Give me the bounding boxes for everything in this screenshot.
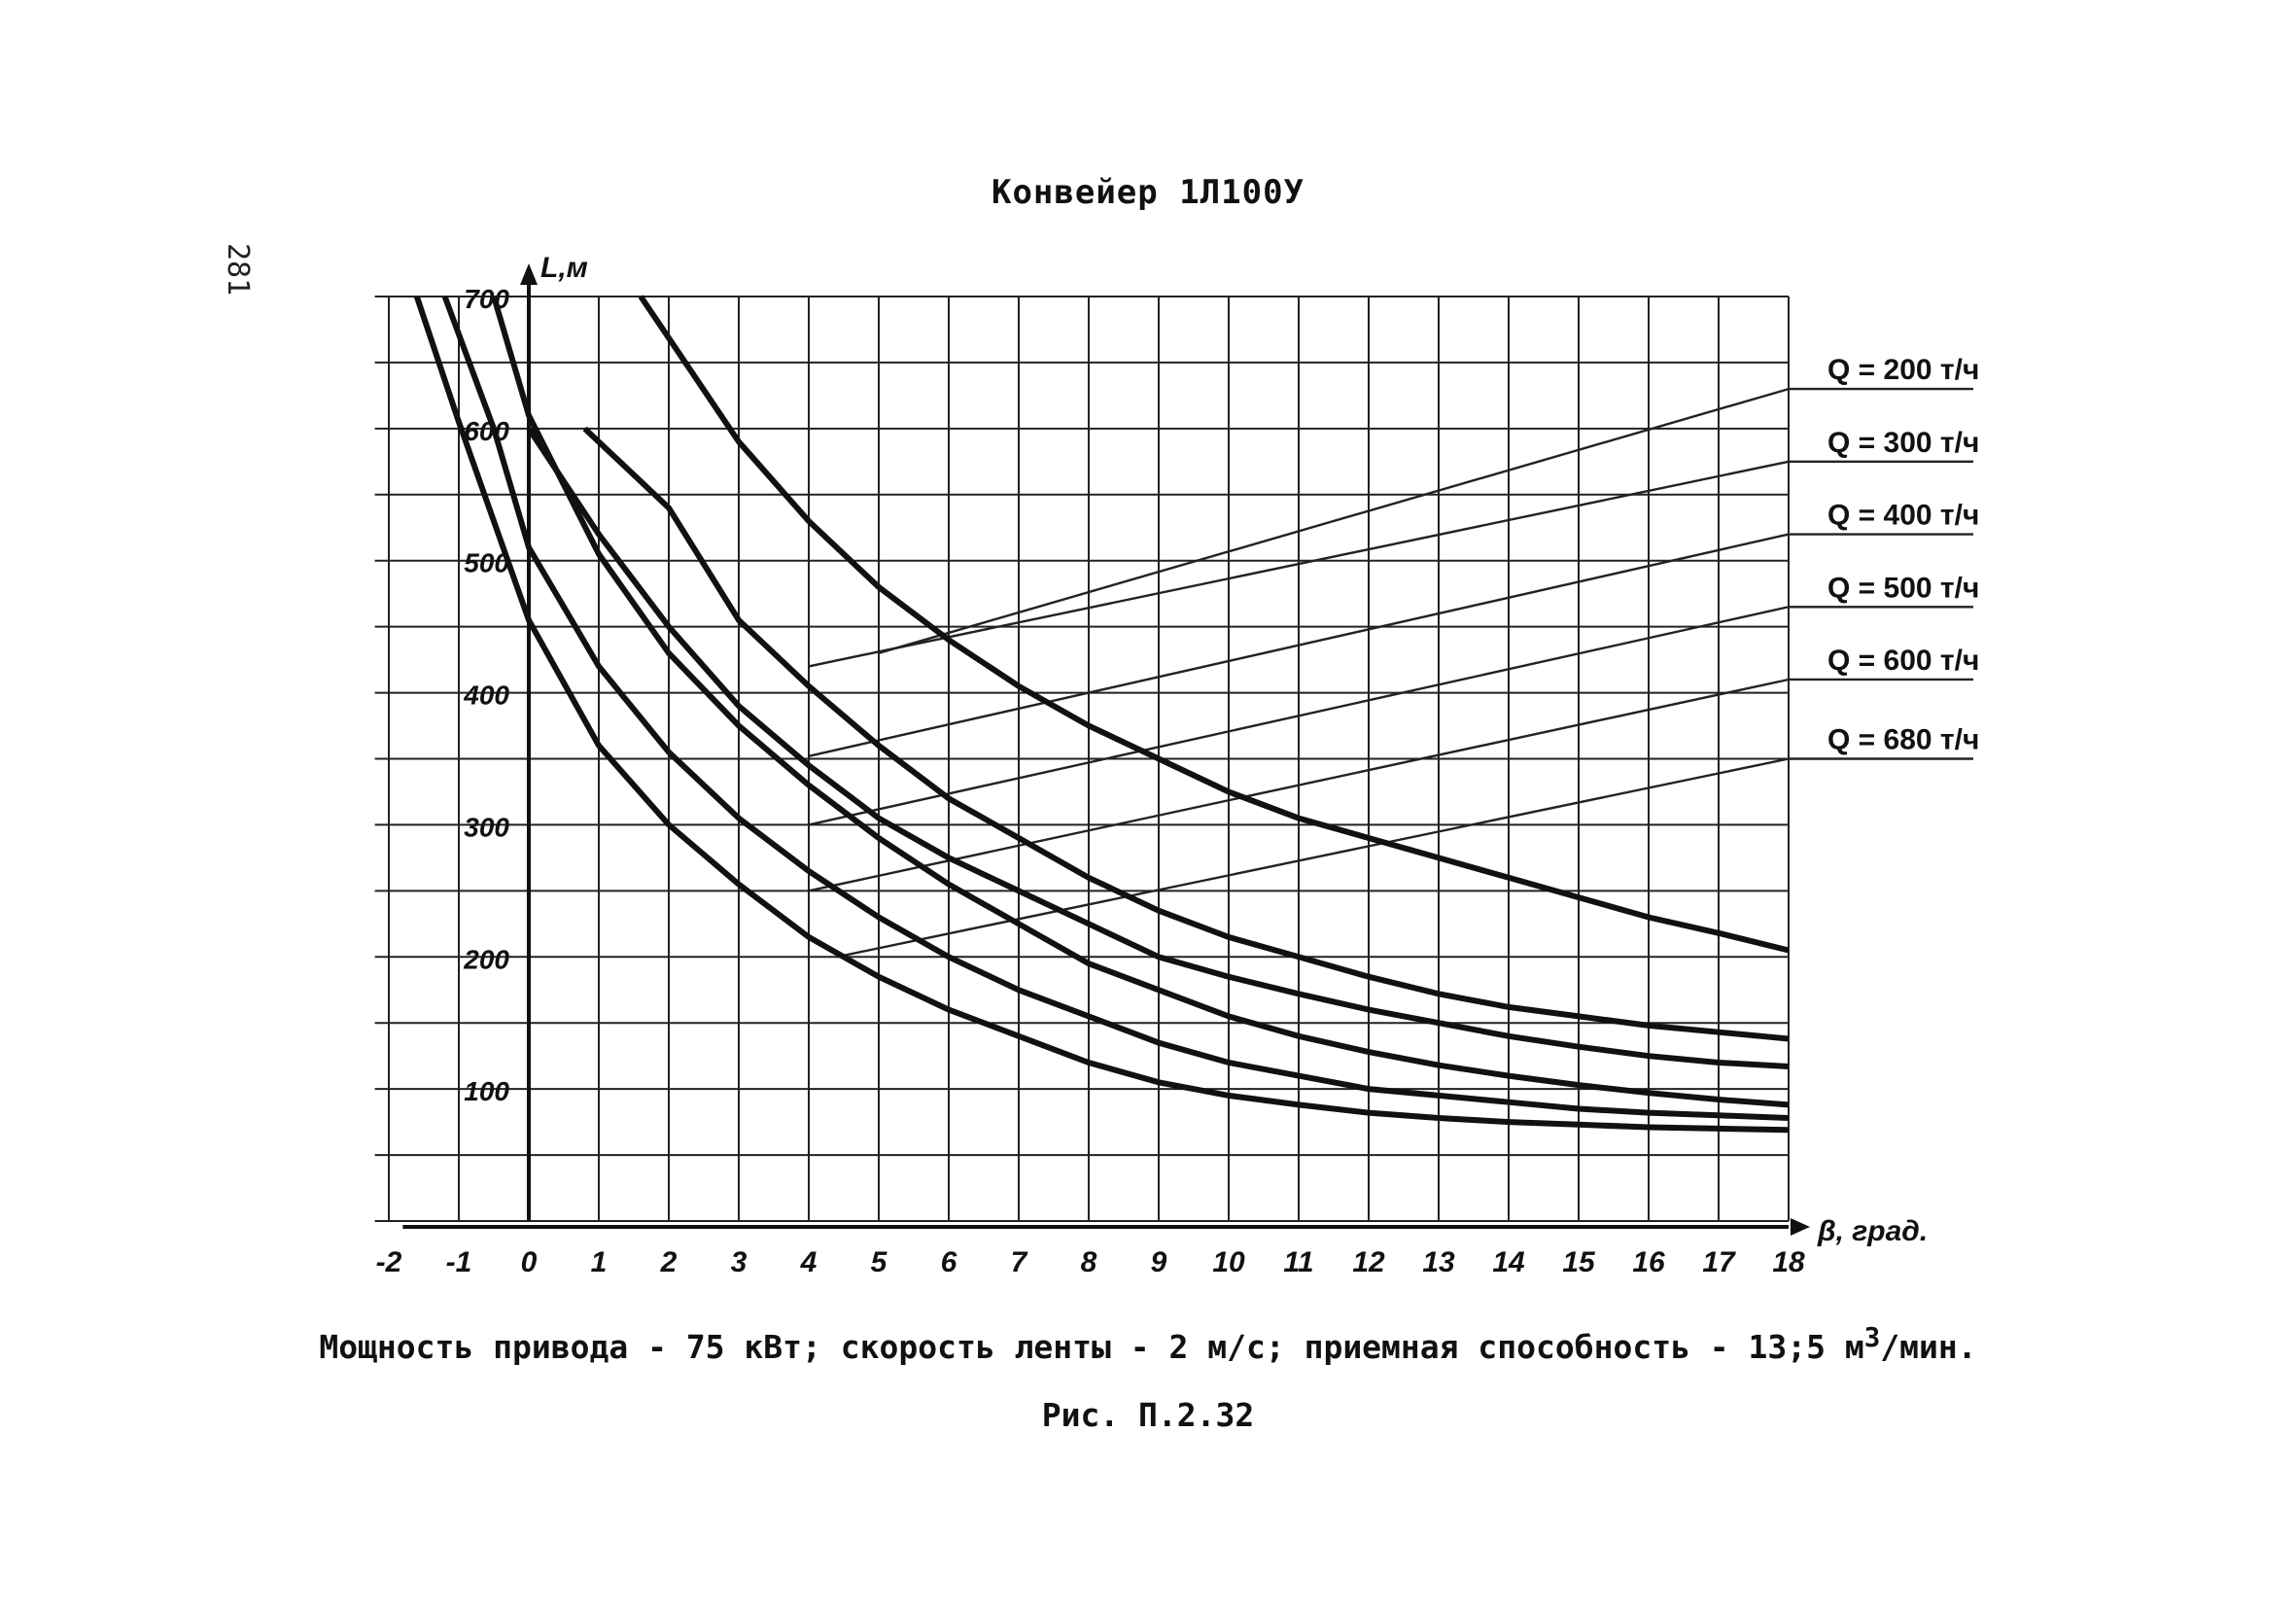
- q-line: [808, 606, 1790, 826]
- x-axis-arrow: [1791, 1218, 1810, 1236]
- caption-prefix: Мощность привода - 75 кВт; скорость лент…: [319, 1328, 1864, 1366]
- y-tick-label: 400: [463, 681, 509, 711]
- q-line: [836, 757, 1790, 959]
- caption-suffix: /мин.: [1880, 1328, 1977, 1366]
- x-tick-label: 3: [731, 1246, 748, 1278]
- series-curve: [441, 295, 1790, 1121]
- x-tick-label: 4: [800, 1246, 818, 1278]
- x-tick-labels: -2 -1 0 1 2 3 4 5 6 7 8 9 10 11 12 13 14 15 16 17 18: [376, 1246, 1805, 1278]
- series-curve: [491, 296, 1790, 1108]
- x-tick-label: 1: [591, 1246, 608, 1278]
- x-tick-label: 5: [871, 1246, 888, 1278]
- x-tick-label: 14: [1492, 1246, 1525, 1278]
- x-tick-label: 15: [1562, 1246, 1596, 1278]
- chart-title: Конвейер 1Л100У: [991, 173, 1305, 212]
- x-tick-label: 7: [1011, 1246, 1028, 1278]
- legend: Q = 200 т/ч Q = 300 т/ч Q = 400 т/ч Q = 500…: [1827, 354, 1979, 755]
- axes: L,м β, град.: [402, 252, 1928, 1247]
- q-reference-lines: [808, 387, 1973, 959]
- caption-sup: 3: [1863, 1322, 1881, 1353]
- x-tick-label: 8: [1081, 1246, 1097, 1278]
- x-tick-label: 0: [521, 1246, 538, 1278]
- x-tick-label: 17: [1702, 1246, 1736, 1278]
- legend-label: Q = 600 т/ч: [1827, 645, 1979, 677]
- x-tick-label: 11: [1283, 1246, 1313, 1278]
- legend-label: Q = 400 т/ч: [1827, 500, 1979, 532]
- q-line: [808, 678, 1790, 892]
- series-curve: [526, 427, 1790, 1069]
- legend-label: Q = 680 т/ч: [1827, 724, 1979, 756]
- figure-label: Рис. П.2.32: [1041, 1396, 1255, 1434]
- x-tick-label: 18: [1772, 1246, 1805, 1278]
- legend-label: Q = 200 т/ч: [1827, 354, 1979, 386]
- y-tick-label: 700: [464, 284, 509, 314]
- series-curve: [413, 296, 1790, 1134]
- y-axis-arrow: [520, 263, 538, 285]
- y-tick-label: 300: [464, 812, 509, 842]
- x-tick-label: 10: [1212, 1246, 1245, 1278]
- x-tick-label: 2: [660, 1246, 678, 1278]
- legend-label: Q = 300 т/ч: [1827, 427, 1979, 459]
- q-line: [878, 387, 1790, 654]
- x-tick-label: -1: [446, 1246, 472, 1278]
- caption: Мощность привода - 75 кВт; скорость лент…: [0, 1322, 2296, 1366]
- series-curve: [638, 295, 1790, 954]
- x-tick-label: 12: [1352, 1246, 1385, 1278]
- series-curve: [582, 426, 1790, 1042]
- x-tick-label: -2: [376, 1246, 402, 1278]
- y-tick-label: 200: [463, 944, 509, 974]
- series-curves: [413, 295, 1790, 1134]
- x-tick-label: 16: [1632, 1246, 1665, 1278]
- x-axis-label: β, град.: [1817, 1215, 1928, 1247]
- legend-label: Q = 500 т/ч: [1827, 572, 1979, 604]
- x-tick-label: 6: [941, 1246, 957, 1278]
- x-tick-label: 9: [1151, 1246, 1167, 1278]
- y-tick-label: 100: [464, 1076, 509, 1106]
- y-axis-label: L,м: [540, 252, 588, 284]
- q-line: [808, 533, 1790, 757]
- y-tick-label: 600: [464, 416, 509, 446]
- x-tick-label: 13: [1422, 1246, 1455, 1278]
- q-line: [808, 460, 1790, 668]
